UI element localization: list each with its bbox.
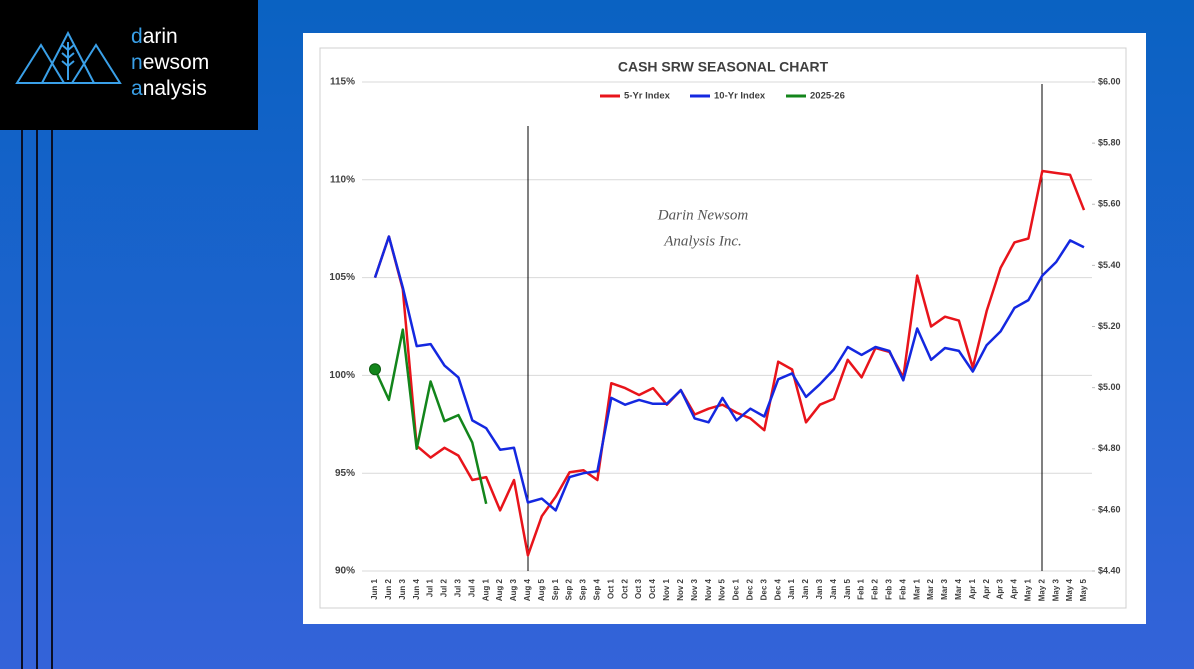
y-tick-label: 95%: [335, 468, 355, 479]
x-tick-label: Mar 2: [926, 578, 935, 599]
y2-tick-label: $5.80: [1098, 138, 1121, 148]
y-tick-label: 105%: [329, 272, 355, 283]
x-tick-label: Dec 3: [759, 578, 768, 600]
x-tick-label: Apr 1: [968, 578, 977, 599]
y2-tick-label: $6.00: [1098, 76, 1121, 86]
x-tick-label: Nov 5: [718, 578, 727, 600]
x-tick-label: Feb 4: [898, 578, 907, 599]
x-tick-label: Jun 1: [370, 578, 379, 599]
logo-icon: [15, 30, 122, 84]
y2-tick-label: $5.40: [1098, 260, 1121, 270]
watermark: Analysis Inc.: [663, 233, 741, 249]
decor-bar: [36, 130, 38, 669]
logo-accent: a: [131, 77, 143, 100]
x-tick-label: Dec 1: [732, 578, 741, 600]
x-tick-label: Dec 2: [745, 578, 754, 600]
x-tick-label: Aug 2: [495, 578, 504, 601]
x-tick-label: Nov 2: [676, 578, 685, 600]
x-tick-label: Sep 1: [551, 578, 560, 600]
x-tick-label: Aug 1: [481, 578, 490, 601]
watermark: Darin Newsom: [657, 207, 749, 223]
plot-border: [319, 47, 1127, 609]
x-tick-label: Apr 2: [982, 578, 991, 599]
x-tick-label: Jul 2: [440, 578, 449, 597]
x-tick-label: Jul 4: [467, 578, 476, 597]
x-tick-label: May 4: [1065, 578, 1074, 601]
x-tick-label: Sep 3: [579, 578, 588, 600]
x-tick-label: Apr 3: [996, 578, 1005, 599]
x-tick-label: Jun 3: [398, 578, 407, 599]
y-tick-label: 115%: [330, 77, 355, 88]
x-tick-label: Apr 4: [1010, 578, 1019, 599]
x-tick-label: Jan 4: [829, 578, 838, 599]
x-tick-label: Mar 4: [954, 578, 963, 599]
decor-bar: [21, 130, 23, 669]
start-marker: [369, 363, 381, 376]
chart-panel: [303, 33, 1146, 624]
y2-tick-label: $5.00: [1098, 382, 1121, 392]
logo-line: analysis: [131, 76, 207, 102]
x-tick-label: Jan 5: [843, 578, 852, 599]
y2-tick-label: $4.80: [1098, 443, 1121, 453]
x-tick-label: Nov 3: [690, 578, 699, 600]
series-line: [373, 235, 1085, 512]
x-tick-label: Jan 1: [787, 578, 796, 599]
legend-label: 2025-26: [810, 91, 845, 102]
x-tick-label: Oct 2: [620, 578, 629, 599]
logo-text: nalysis: [142, 77, 207, 100]
logo-accent: n: [131, 51, 143, 74]
y2-tick-label: $5.60: [1098, 199, 1121, 209]
y-tick-label: 90%: [335, 566, 355, 577]
x-tick-label: Nov 4: [704, 578, 713, 600]
x-tick-label: Feb 1: [857, 578, 866, 599]
x-tick-label: May 5: [1079, 578, 1088, 601]
logo-text: arin: [142, 25, 178, 48]
x-tick-label: Oct 1: [606, 578, 615, 599]
x-tick-label: Jan 2: [801, 578, 810, 599]
y2-tick-label: $4.40: [1098, 565, 1121, 575]
x-tick-label: Sep 4: [593, 578, 602, 600]
x-tick-label: Aug 4: [523, 578, 532, 601]
logo: darin newsom analysis: [0, 0, 258, 130]
chart-title: CASH SRW SEASONAL CHART: [618, 59, 829, 75]
x-tick-label: Sep 2: [565, 578, 574, 600]
logo-line: newsom: [131, 50, 209, 76]
x-tick-label: Feb 3: [884, 578, 893, 599]
y-tick-label: 100%: [329, 370, 355, 381]
x-tick-label: Oct 4: [648, 578, 657, 599]
y-tick-label: 110%: [330, 174, 355, 185]
x-tick-label: Dec 4: [773, 578, 782, 600]
legend-label: 10-Yr Index: [714, 91, 766, 102]
x-tick-label: Feb 2: [871, 578, 880, 599]
logo-accent: d: [131, 25, 143, 48]
x-tick-label: Jun 2: [384, 578, 393, 599]
x-tick-label: Aug 3: [509, 578, 518, 601]
x-tick-label: Jan 3: [815, 578, 824, 599]
x-tick-label: Jul 1: [426, 578, 435, 597]
legend-label: 5-Yr Index: [624, 91, 671, 102]
x-tick-label: May 2: [1037, 578, 1046, 601]
x-tick-label: Aug 5: [537, 578, 546, 601]
x-tick-label: Nov 1: [662, 578, 671, 600]
x-tick-label: Mar 3: [940, 578, 949, 599]
x-tick-label: May 3: [1051, 578, 1060, 601]
logo-text: ewsom: [142, 51, 210, 74]
x-tick-label: Oct 3: [634, 578, 643, 599]
y2-tick-label: $5.20: [1098, 321, 1121, 331]
x-tick-label: Jul 3: [454, 578, 463, 597]
logo-line: darin: [131, 24, 178, 50]
y2-tick-label: $4.60: [1098, 504, 1121, 514]
x-tick-label: May 1: [1024, 578, 1033, 601]
decor-bar: [51, 130, 53, 669]
x-tick-label: Mar 1: [912, 578, 921, 599]
x-tick-label: Jun 4: [412, 578, 421, 599]
series-line: [373, 328, 488, 505]
